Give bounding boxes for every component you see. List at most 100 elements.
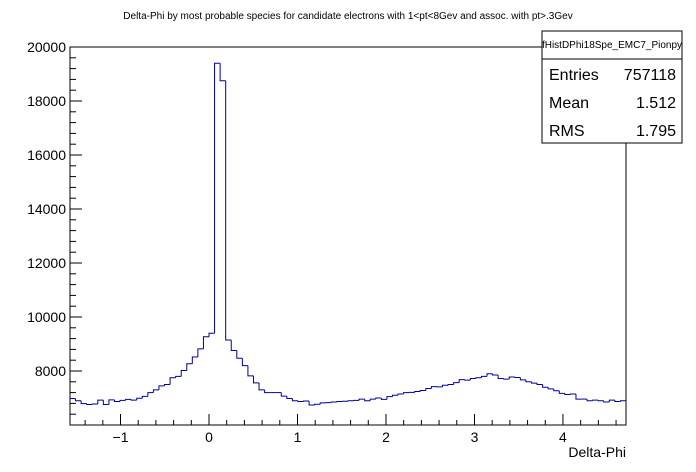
stats-rms-label: RMS	[549, 123, 585, 140]
y-tick-label: 14000	[27, 201, 66, 217]
y-tick-label: 20000	[27, 39, 66, 55]
stats-rms-value: 1.795	[636, 123, 676, 140]
histogram-bin	[430, 386, 437, 389]
x-tick-label: 4	[559, 429, 567, 445]
histogram-bin	[136, 397, 143, 401]
y-tick-label: 16000	[27, 147, 66, 163]
y-axis-ticks: 8000 10000 12000 14000 16000 18000 20000	[27, 39, 82, 426]
histogram-bin	[314, 403, 321, 406]
histogram-bin	[169, 377, 176, 385]
histogram-bin	[536, 383, 543, 385]
histogram-bin	[386, 396, 393, 400]
histogram-bin	[514, 376, 521, 378]
x-axis-title: Delta-Phi	[568, 444, 626, 460]
histogram-bin	[391, 394, 399, 397]
histogram-bin	[397, 393, 404, 396]
histogram-bin	[469, 378, 476, 381]
histogram-bin	[147, 392, 154, 397]
chart-title: Delta-Phi by most probable species for c…	[123, 11, 572, 22]
x-tick-label: 1	[294, 429, 302, 445]
histogram-bin	[547, 387, 554, 390]
histogram-bin	[108, 399, 115, 405]
histogram-bin	[319, 402, 326, 405]
histogram-bin	[80, 400, 87, 405]
histogram-bin	[225, 80, 232, 341]
histogram-bin	[508, 376, 515, 380]
histogram-bin	[158, 385, 165, 390]
histogram-bin	[347, 400, 354, 402]
histogram-bin	[553, 388, 560, 392]
histogram-bin	[575, 393, 582, 400]
x-tick-label: −1	[113, 429, 129, 445]
histogram-bin	[230, 339, 237, 351]
stats-mean-value: 1.512	[636, 95, 676, 112]
x-axis-ticks: −1 0 1 2 3 4	[84, 414, 617, 445]
histogram-bin	[164, 384, 171, 386]
histogram-bin	[519, 377, 526, 381]
histogram-bin	[214, 62, 221, 334]
histogram-bin	[208, 332, 215, 337]
histogram-bin	[503, 378, 510, 380]
histogram-bin	[264, 389, 271, 394]
plot-frame	[69, 46, 627, 426]
histogram-bin	[186, 363, 193, 371]
histogram-bin	[614, 400, 621, 403]
histogram-bin	[569, 393, 576, 395]
stats-box-frame	[541, 30, 683, 144]
x-tick-label: 3	[471, 429, 479, 445]
histogram-bin	[497, 375, 504, 380]
histogram-bin	[130, 399, 137, 401]
histogram-bin	[175, 375, 182, 378]
histogram-bin	[403, 392, 410, 394]
histogram-bin	[113, 399, 121, 403]
histogram-bin	[252, 375, 260, 384]
histogram-bin	[247, 365, 254, 377]
histogram-bin	[597, 400, 604, 402]
histogram-bin	[219, 63, 226, 82]
histogram-bin	[453, 382, 460, 385]
histogram-bin	[364, 399, 371, 402]
histogram-bin	[97, 399, 104, 404]
histogram-bin	[447, 384, 454, 386]
histogram-bin	[475, 377, 482, 379]
histogram-bin	[280, 392, 287, 397]
histogram-bin	[202, 336, 209, 349]
stats-box-name: fHistDPhi18Spe_EMC7_Pionpy	[542, 40, 682, 51]
histogram-bin	[141, 395, 148, 399]
histogram-bin	[91, 403, 98, 405]
histogram-bin	[619, 400, 626, 402]
stats-entries-value: 757118	[624, 67, 676, 84]
histogram-bin	[380, 398, 387, 400]
axes	[69, 46, 627, 426]
histogram-bin	[458, 379, 465, 383]
histogram-bin	[369, 398, 376, 401]
x-tick-label: 0	[205, 429, 213, 445]
histogram-bin	[425, 388, 432, 391]
histogram-bin	[303, 400, 310, 402]
x-tick-label: 2	[382, 429, 390, 445]
histogram-bin	[542, 384, 549, 388]
histogram-bin	[586, 399, 593, 402]
histogram-bin	[414, 391, 421, 393]
histogram-bin	[291, 398, 298, 402]
histogram-bin	[358, 398, 365, 401]
histogram-bin	[530, 381, 538, 384]
histogram-bins	[70, 62, 626, 406]
histogram-bin	[564, 393, 571, 395]
histogram-bin	[492, 373, 499, 376]
y-tick-label: 10000	[27, 309, 66, 325]
y-tick-label: 12000	[27, 255, 66, 271]
y-tick-label: 8000	[35, 363, 66, 379]
stats-mean-label: Mean	[549, 95, 589, 112]
histogram-bin	[592, 399, 599, 401]
histogram-bin	[330, 401, 337, 403]
y-tick-label: 18000	[27, 93, 66, 109]
histogram-bin	[241, 358, 248, 367]
histogram-bin	[236, 350, 243, 359]
histogram-bin	[125, 398, 132, 401]
histogram-bin	[308, 400, 315, 406]
histogram-bin	[525, 379, 532, 383]
histogram-bin	[75, 398, 82, 402]
histogram-bin	[180, 369, 187, 377]
